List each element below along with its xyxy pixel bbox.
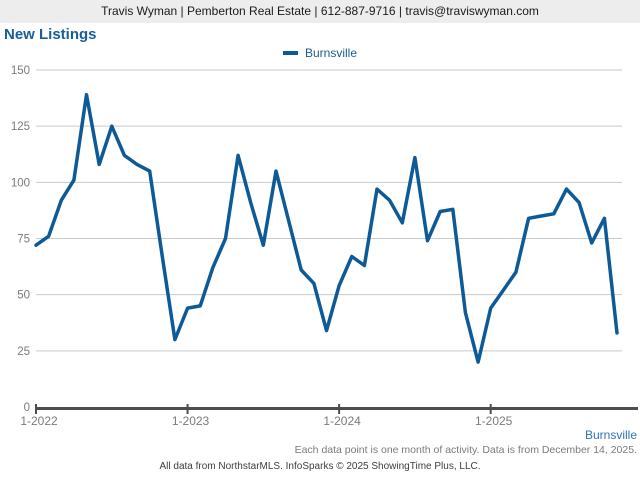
page-title: New Listings — [4, 26, 97, 43]
contact-text: Travis Wyman | Pemberton Real Estate | 6… — [101, 4, 539, 18]
footer-series-label: Burnsville — [584, 428, 637, 442]
legend-line-swatch — [282, 51, 298, 55]
y-tick-label: 0 — [24, 402, 30, 414]
footer-note: Each data point is one month of activity… — [294, 444, 637, 456]
y-tick-label: 50 — [17, 290, 30, 302]
x-tick-label: 1-2022 — [20, 414, 58, 428]
y-tick-label: 150 — [11, 65, 30, 77]
y-tick-label: 75 — [17, 234, 30, 246]
series-line-burnsville — [34, 92, 619, 364]
footer-attribution: All data from NorthstarMLS. InfoSparks ©… — [159, 461, 481, 472]
chart-legend: Burnsville — [0, 45, 640, 61]
y-tick-label: 100 — [11, 177, 30, 189]
x-tick-label: 1-2024 — [323, 414, 361, 428]
x-tick-label: 1-2023 — [172, 414, 210, 428]
contact-header: Travis Wyman | Pemberton Real Estate | 6… — [0, 0, 640, 23]
y-tick-label: 25 — [17, 346, 30, 358]
y-tick-label: 125 — [11, 121, 30, 133]
x-tick-label: 1-2025 — [475, 414, 513, 428]
legend-label: Burnsville — [304, 46, 358, 60]
